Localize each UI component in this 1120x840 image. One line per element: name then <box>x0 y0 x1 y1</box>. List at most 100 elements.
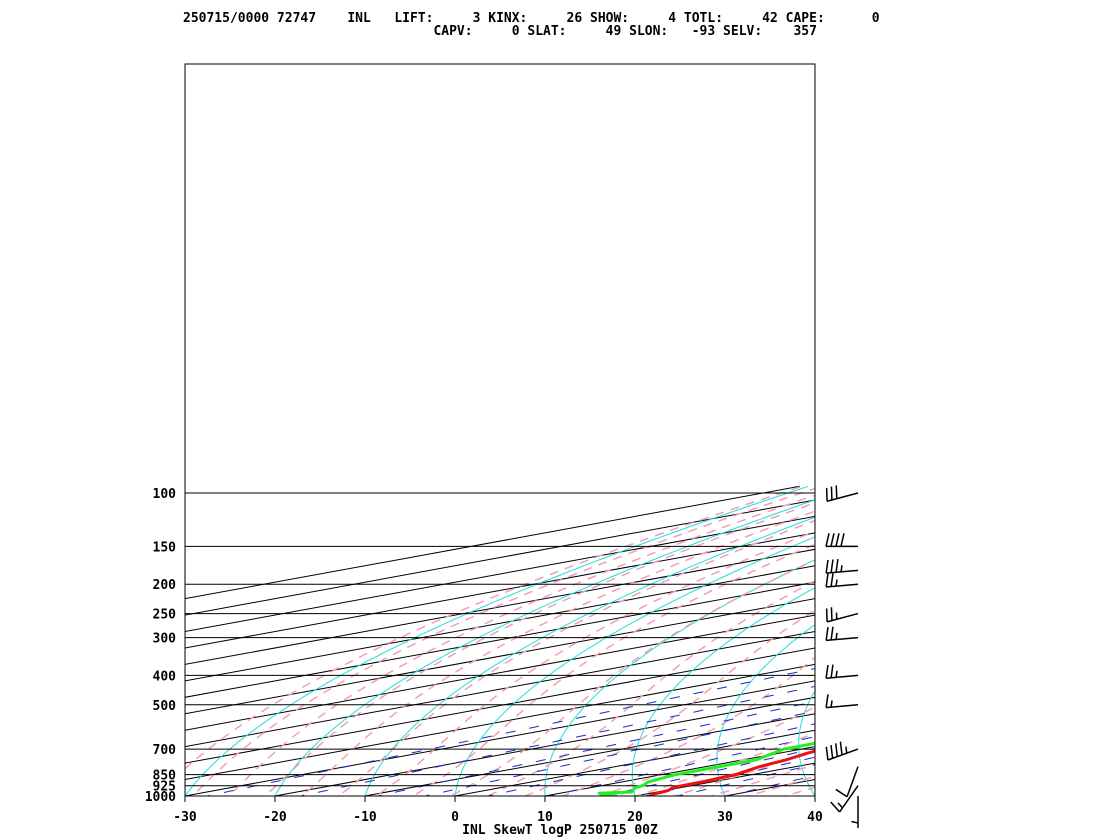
dry-adiabat-line <box>1102 486 1120 802</box>
mixing-ratio-line <box>643 756 815 796</box>
dry-adiabat-line <box>955 486 1120 802</box>
moist-adiabat-line <box>782 786 815 796</box>
temperature-axis: -30 -20 -10 0 10 20 30 40 <box>173 796 823 825</box>
wind-barb <box>825 558 859 574</box>
pressure-tick-label: 925 <box>153 780 176 795</box>
wind-barb <box>825 533 858 548</box>
wind-barb <box>825 607 859 623</box>
isotherm-line <box>362 713 815 796</box>
wind-barb-half-flag <box>851 820 859 824</box>
wind-barb <box>825 694 859 709</box>
mixing-ratio-line <box>675 763 815 796</box>
dry-adiabat-line <box>274 499 815 796</box>
isotherm-line <box>185 680 815 796</box>
temperature-tick-label: -10 <box>353 810 377 825</box>
isotherm-line <box>185 515 815 633</box>
pressure-tick-label: 400 <box>153 669 177 684</box>
wind-barb-flag <box>835 558 839 573</box>
moist-adiabat-line <box>264 502 815 796</box>
isotherm-line <box>542 746 815 796</box>
wind-barb-flag <box>825 627 829 641</box>
mixing-ratio-line <box>547 736 815 796</box>
sounding-profiles <box>597 741 815 796</box>
wind-barb-half-flag <box>835 579 838 587</box>
wind-barb-half-flag <box>835 670 838 678</box>
wind-barb-flag <box>825 664 829 679</box>
isotherm-line <box>812 795 815 796</box>
pressure-tick-label: 700 <box>153 743 177 758</box>
wind-barb <box>825 664 859 679</box>
wind-barb-flag <box>835 533 840 547</box>
wind-barbs <box>825 485 859 828</box>
wind-barb-flag <box>825 533 830 547</box>
temperature-tick-label: -30 <box>173 810 197 825</box>
wind-barb-flag <box>825 694 829 708</box>
isotherm-line <box>185 598 815 715</box>
dry-adiabat-line <box>631 587 815 796</box>
temperature-tick-label: 30 <box>717 810 733 825</box>
moist-adiabat-line <box>598 705 815 796</box>
wind-barb-half-flag <box>837 802 844 809</box>
wind-barb <box>825 741 859 761</box>
wind-barb <box>830 785 859 813</box>
isotherm-line <box>185 565 815 682</box>
moist-adiabat-line <box>185 485 803 770</box>
moist-adiabat-line <box>300 510 815 796</box>
temperature-tick-label: 10 <box>537 810 553 825</box>
pressure-tick-label: 250 <box>153 608 177 623</box>
temperature-profile <box>649 749 815 796</box>
isotherm-line <box>272 696 815 796</box>
pressure-tick-label: 100 <box>153 487 177 502</box>
pressure-tick-label: 850 <box>153 769 177 784</box>
isotherm-line <box>185 485 800 600</box>
moist-adiabat-line <box>337 519 815 796</box>
moist-adiabat-line <box>486 580 815 796</box>
wind-barb-flag <box>825 746 829 761</box>
temperature-tick-label: -20 <box>263 810 287 825</box>
wind-barb-half-flag <box>830 700 833 708</box>
wind-barb <box>825 626 859 642</box>
wind-barb-flag <box>830 626 834 641</box>
wind-barb-flag <box>840 533 845 547</box>
moist-adiabat-line <box>374 530 815 796</box>
chart-title: INL SkewT logP 250715 00Z <box>462 823 658 838</box>
isotherm-line <box>870 486 1120 802</box>
wind-barb-flag <box>830 533 835 547</box>
thermo-background <box>185 485 1120 802</box>
isotherm-line <box>185 631 815 748</box>
wind-barb-flag <box>834 743 839 757</box>
moist-adiabat-line <box>635 732 815 796</box>
temperature-tick-label: 0 <box>451 810 459 825</box>
wind-barb-staff <box>846 766 859 797</box>
wind-barb-flag <box>830 573 834 587</box>
isotherm-line <box>185 532 815 649</box>
moist-adiabat-line <box>672 749 815 796</box>
dry-adiabat-line <box>878 486 1120 802</box>
pressure-tick-label: 200 <box>153 578 177 593</box>
isotherm-line <box>185 647 815 764</box>
mixing-ratio-line <box>298 685 815 796</box>
mixing-ratio-line <box>375 700 815 796</box>
pressure-tick-label: 1000 <box>145 790 176 805</box>
pressure-tick-label: 500 <box>153 699 177 714</box>
dry-adiabat-line <box>454 536 815 796</box>
wind-barb-flag <box>835 788 848 798</box>
temperature-tick-label: 20 <box>627 810 643 825</box>
wind-barb <box>835 766 859 798</box>
mixing-ratio-line <box>204 667 815 796</box>
wind-barb <box>825 485 859 503</box>
moist-adiabat-line <box>523 609 815 796</box>
isotherm-line <box>185 614 815 731</box>
temperature-tick-label: 40 <box>807 810 823 825</box>
wind-barb <box>851 796 859 828</box>
moist-adiabat-line <box>227 494 815 796</box>
pressure-tick-label: 150 <box>153 540 177 555</box>
dry-adiabat-line <box>185 485 809 796</box>
wind-barb-half-flag <box>835 632 838 640</box>
wind-barb <box>825 573 859 588</box>
mixing-ratio-line <box>423 710 815 796</box>
dry-adiabat-line <box>1029 486 1120 802</box>
mixing-ratio-line <box>602 747 815 796</box>
